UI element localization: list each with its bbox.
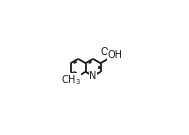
Text: N: N	[89, 71, 97, 81]
Text: O: O	[100, 47, 108, 57]
Text: CH$_3$: CH$_3$	[61, 74, 81, 87]
Text: OH: OH	[108, 50, 123, 60]
